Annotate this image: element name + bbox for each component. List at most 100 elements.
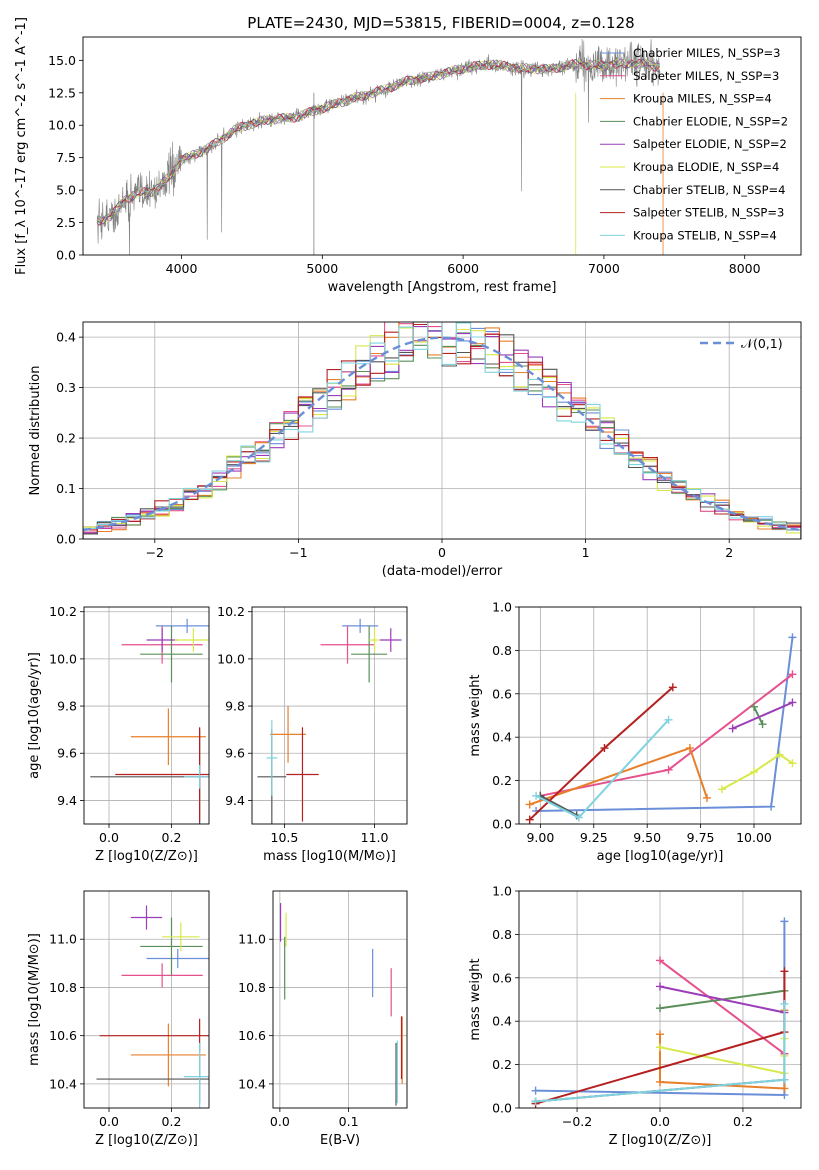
errorbar-point bbox=[270, 706, 307, 763]
plot-area-massweight-vs-age bbox=[525, 633, 797, 824]
y-axis-label: Flux [f_λ 10^-17 erg cm^-2 s^-1 A^-1] bbox=[14, 17, 29, 275]
model-fit-line bbox=[97, 58, 660, 225]
series-line bbox=[539, 794, 578, 817]
x-tick-label: 0.0 bbox=[99, 1114, 119, 1129]
errorbar-point bbox=[379, 628, 402, 652]
plot-spectrum: 4000 5000 6000 7000 8000 0.0 2.5 5.0 7.5 10.0 12.5… bbox=[14, 17, 802, 295]
y-tick-label: 0.2 bbox=[56, 431, 76, 446]
data-point-marker bbox=[758, 720, 767, 729]
series-line bbox=[659, 985, 785, 1014]
y-tick-label: 0.4 bbox=[492, 730, 512, 745]
errorbar-point bbox=[369, 628, 380, 652]
x-tick-label: 0.0 bbox=[270, 1114, 290, 1129]
data-point-marker bbox=[656, 1043, 664, 1052]
x-axis-label: wavelength [Angstrom, rest frame] bbox=[328, 280, 557, 295]
data-point-marker bbox=[656, 982, 664, 991]
errorbar-point bbox=[130, 905, 163, 930]
x-tick-label: 0.2 bbox=[733, 1114, 753, 1129]
y-tick-label: 0.0 bbox=[56, 248, 76, 263]
data-point-marker bbox=[685, 744, 694, 753]
errorbar-point bbox=[184, 1042, 209, 1108]
data-point-marker bbox=[525, 800, 534, 809]
legend-label: Kroupa ELODIE, N_SSP=4 bbox=[633, 160, 779, 174]
x-tick-label: 0.2 bbox=[162, 830, 182, 845]
model-fit-line bbox=[96, 59, 660, 226]
data-point-marker bbox=[788, 633, 797, 642]
x-tick-label: 11.0 bbox=[361, 830, 389, 845]
data-point-marker bbox=[775, 750, 784, 759]
data-point-marker bbox=[664, 765, 673, 774]
x-tick-label: 7000 bbox=[588, 261, 620, 276]
axes-frame bbox=[82, 36, 802, 256]
data-point-marker bbox=[532, 791, 541, 800]
y-tick-label: 0.1 bbox=[56, 481, 76, 496]
legend-label: Kroupa MILES, N_SSP=4 bbox=[633, 92, 772, 106]
plot-area-age-vs-mass bbox=[257, 618, 402, 824]
errorbar-point bbox=[162, 922, 200, 952]
errorbar-point bbox=[342, 618, 379, 633]
axes-frame bbox=[83, 890, 210, 1109]
model-fit-line bbox=[96, 58, 660, 226]
data-point-marker bbox=[728, 724, 737, 733]
data-point-marker bbox=[780, 917, 789, 926]
series-line bbox=[753, 706, 764, 725]
x-tick-label: 10.5 bbox=[271, 830, 299, 845]
axes-frame bbox=[518, 890, 802, 1109]
x-axis-label: Z [log10(Z/Z⊙)] bbox=[609, 1133, 712, 1148]
y-tick-label: 0.3 bbox=[56, 380, 76, 395]
y-tick-label: 1.0 bbox=[492, 600, 512, 615]
data-point-marker bbox=[656, 1030, 664, 1039]
plot-mass-vs-EBV: 0.0 0.1 10.4 10.6 10.8 11.0 E(B-V) bbox=[238, 890, 408, 1148]
histogram-step-line bbox=[83, 322, 801, 539]
axes-frame bbox=[83, 606, 210, 825]
data-point-marker bbox=[525, 815, 534, 824]
y-axis-label: mass weight bbox=[468, 674, 483, 756]
y-tick-label: 0.8 bbox=[492, 927, 512, 942]
data-point-marker bbox=[600, 744, 609, 753]
plot-residual-hist: −2 −1 0 1 2 0.0 0.1 0.2 0.3 0.4 (data-model)/error… bbox=[28, 321, 802, 579]
errorbar-point bbox=[130, 708, 206, 766]
plot-massweight-vs-Z: −0.2 0.0 0.2 0.0 0.2 0.4 0.6 0.8 1.0 Z [log10(Z/Z… bbox=[468, 884, 802, 1148]
y-tick-label: 11.0 bbox=[238, 932, 266, 947]
errorbar-point bbox=[140, 625, 203, 683]
x-tick-label: 9.50 bbox=[633, 830, 661, 845]
y-tick-label: 12.5 bbox=[48, 85, 76, 100]
y-tick-label: 0.0 bbox=[492, 1101, 512, 1116]
y-tick-label: 10.6 bbox=[238, 1028, 266, 1043]
x-tick-label: 10.00 bbox=[736, 830, 772, 845]
x-tick-label: 2 bbox=[725, 545, 733, 560]
data-point-marker bbox=[717, 785, 726, 794]
y-tick-label: 0.0 bbox=[492, 817, 512, 832]
data-point-marker bbox=[656, 1077, 664, 1086]
x-tick-label: 9.25 bbox=[580, 830, 608, 845]
y-tick-label: 9.4 bbox=[225, 793, 245, 808]
errorbar-point bbox=[121, 963, 203, 988]
legend-label: Chabrier ELODIE, N_SSP=2 bbox=[633, 114, 788, 128]
data-point-marker bbox=[656, 1004, 664, 1013]
legend-label: Salpeter STELIB, N_SSP=3 bbox=[633, 206, 784, 220]
data-point-marker bbox=[574, 813, 583, 822]
y-tick-label: 10.8 bbox=[49, 980, 77, 995]
y-tick-label: 9.6 bbox=[225, 746, 245, 761]
data-point-marker bbox=[664, 715, 673, 724]
errorbar-point bbox=[140, 917, 203, 976]
x-tick-label: 0.2 bbox=[162, 1114, 182, 1129]
axes-frame bbox=[251, 606, 408, 825]
x-tick-label: 0.0 bbox=[99, 830, 119, 845]
plot-area-spectrum bbox=[96, 38, 664, 255]
x-axis-label: Z [log10(Z/Z⊙)] bbox=[95, 849, 198, 864]
legend-label: Chabrier MILES, N_SSP=3 bbox=[633, 46, 780, 60]
y-tick-label: 0.2 bbox=[492, 773, 512, 788]
data-point-marker bbox=[750, 767, 758, 776]
y-axis-label: age [log10(age/yr)] bbox=[27, 652, 42, 779]
x-axis-label: (data-model)/error bbox=[382, 564, 503, 579]
data-point-marker bbox=[788, 698, 797, 707]
errorbar-point bbox=[286, 727, 319, 822]
plots-layer: 4000 5000 6000 7000 80000.02.55.07.510.012.5… bbox=[14, 17, 802, 1148]
legend: Chabrier MILES, N_SSP=3 Salpeter MILES, N… bbox=[600, 46, 788, 242]
data-point-marker bbox=[750, 702, 758, 711]
errorbar-point bbox=[146, 628, 178, 652]
plot-area-mass-vs-Z bbox=[96, 905, 209, 1108]
y-tick-label: 5.0 bbox=[56, 183, 76, 198]
